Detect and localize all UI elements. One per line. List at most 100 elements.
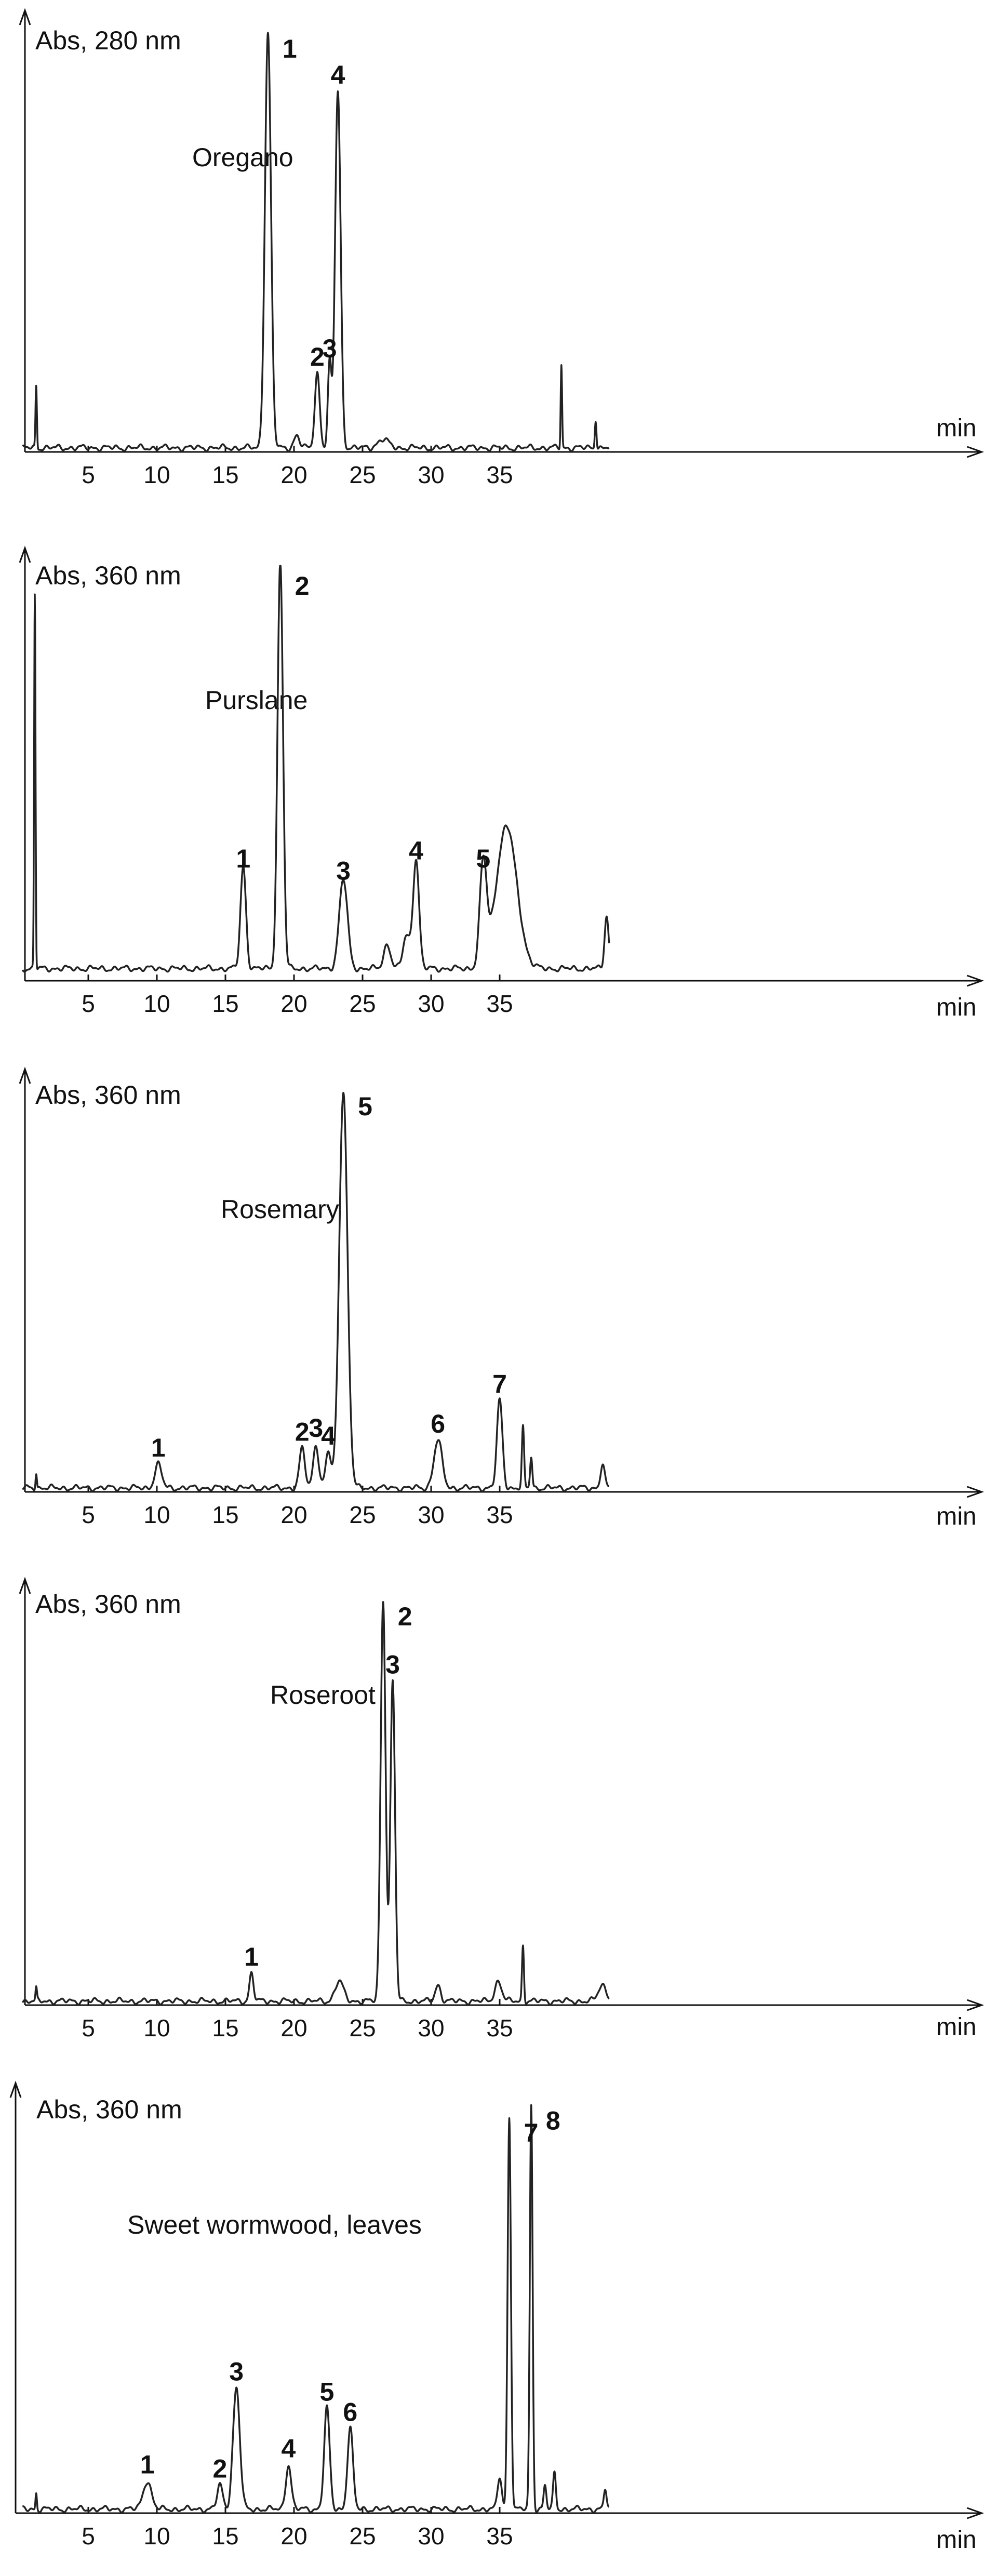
y-axis-label: Abs, 360 nm [35,1080,181,1110]
y-axis-label: Abs, 360 nm [35,561,181,590]
x-axis-arrow [967,2507,984,2519]
x-tick-label: 10 [143,1501,170,1528]
x-ticks: 5 10 15 20 25 30 35 [82,1486,513,1528]
sample-name: Roseroot [270,1680,376,1710]
y-axis-arrow [19,8,31,25]
peak-label-3: 3 [229,2357,244,2386]
chromatogram-trace [21,1601,610,2006]
x-tick-label: 5 [82,2522,95,2550]
x-tick-label: 5 [82,990,95,1017]
peak-label-5: 5 [476,844,490,873]
x-axis-label: min [937,994,977,1021]
x-tick-label: 15 [212,2014,238,2041]
peak-label-4: 4 [331,60,345,89]
x-tick-label: 35 [486,990,513,1017]
x-tick-label: 30 [418,1501,444,1528]
chart-panel-sweet-wormwood-leaves: Abs, 360 nm Sweet wormwood, leaves min 5… [9,2080,984,2554]
peak-label-1: 1 [244,1942,259,1971]
x-tick-label: 20 [280,2522,307,2550]
peak-label-3: 3 [323,334,337,363]
x-tick-label: 35 [486,461,513,488]
peak-label-2: 2 [295,571,310,600]
chart-panel-roseroot: Abs, 360 nm Roseroot min 5 10 15 20 25 30 35 1… [19,1577,984,2041]
x-tick-label: 10 [143,2014,170,2041]
x-tick-label: 30 [418,2014,444,2041]
x-ticks: 5 10 15 20 25 30 35 [82,975,513,1017]
x-axis-label: min [937,415,977,442]
x-tick-label: 35 [486,2522,513,2550]
peak-label-2: 2 [295,1417,310,1446]
peak-label-6: 6 [431,1409,445,1438]
chart-panel-purslane: Abs, 360 nm Purslane min 5 10 15 20 25 30 35 1… [19,545,984,1021]
x-ticks: 5 10 15 20 25 30 35 [82,446,513,488]
x-tick-label: 15 [212,2522,238,2550]
y-axis-arrow [19,545,31,563]
x-tick-label: 20 [280,461,307,488]
y-axis-arrow [19,1577,31,1594]
x-axis-label: min [937,2013,977,2041]
x-tick-label: 15 [212,1501,238,1528]
sample-name: Oregano [192,143,293,172]
x-tick-label: 25 [349,2522,376,2550]
x-axis-arrow [967,446,984,458]
x-axis-arrow [967,975,984,987]
peak-label-4: 4 [321,1421,336,1450]
peak-labels: 1 2 3 [244,1602,412,1971]
chart-panel-oregano: Abs, 280 nm Oregano min 5 10 15 20 25 30 35 1 2… [19,8,984,488]
x-tick-label: 30 [418,990,444,1017]
peak-label-3: 3 [309,1413,323,1443]
x-axis-label: min [937,1503,977,1530]
chromatogram-trace [22,1091,610,1492]
peak-label-4: 4 [282,2434,296,2463]
x-axis-label: min [937,2526,977,2554]
x-tick-label: 20 [280,990,307,1017]
x-tick-label: 5 [82,461,95,488]
peak-labels: 1 23 4 [283,34,345,371]
x-tick-label: 20 [280,2014,307,2041]
x-tick-label: 25 [349,990,376,1017]
y-axis-label: Abs, 360 nm [36,2095,182,2124]
x-tick-label: 30 [418,2522,444,2550]
sample-name: Sweet wormwood, leaves [127,2210,422,2239]
x-axis-arrow [967,1999,984,2011]
y-axis-arrow [9,2080,22,2098]
chromatogram-trace [21,565,610,973]
y-axis-arrow [19,1066,31,1084]
peak-label-2: 2 [398,1602,412,1631]
chart-panel-rosemary: Abs, 360 nm Rosemary min 5 10 15 20 25 30 35 1… [19,1066,984,1530]
x-tick-label: 25 [349,461,376,488]
peak-labels: 1 2 3 456 7 8 [140,2106,560,2484]
peak-label-1: 1 [151,1433,166,1462]
x-tick-label: 30 [418,461,444,488]
x-tick-label: 35 [486,2014,513,2041]
x-ticks: 5 10 15 20 25 30 35 [82,1999,513,2041]
sample-name: Purslane [205,686,307,715]
peak-label-2: 2 [310,342,325,371]
x-tick-label: 35 [486,1501,513,1528]
peak-label-1: 1 [140,2450,155,2479]
chromatogram-trace [22,32,610,452]
peak-label-1: 1 [236,844,250,873]
peak-label-5: 5 [319,2377,334,2406]
x-tick-label: 20 [280,1501,307,1528]
peak-labels: 1 2 3 4 5 [236,571,490,886]
x-tick-label: 25 [349,1501,376,1528]
peak-label-4: 4 [409,836,423,865]
x-tick-label: 10 [143,461,170,488]
peak-label-6: 6 [343,2397,357,2426]
x-tick-label: 15 [212,461,238,488]
y-axis-label: Abs, 280 nm [35,26,181,55]
peak-label-3: 3 [385,1650,400,1679]
peak-label-5: 5 [358,1092,372,1121]
x-axis-arrow [967,1486,984,1498]
x-tick-label: 10 [143,2522,170,2550]
peak-label-3: 3 [336,857,351,886]
chromatogram-trace [22,2104,610,2514]
x-tick-label: 25 [349,2014,376,2041]
x-tick-label: 15 [212,990,238,1017]
peak-label-1: 1 [283,34,297,63]
x-tick-label: 5 [82,1501,95,1528]
peak-labels: 1 234 5 6 7 [151,1092,507,1462]
y-axis-label: Abs, 360 nm [35,1590,181,1619]
